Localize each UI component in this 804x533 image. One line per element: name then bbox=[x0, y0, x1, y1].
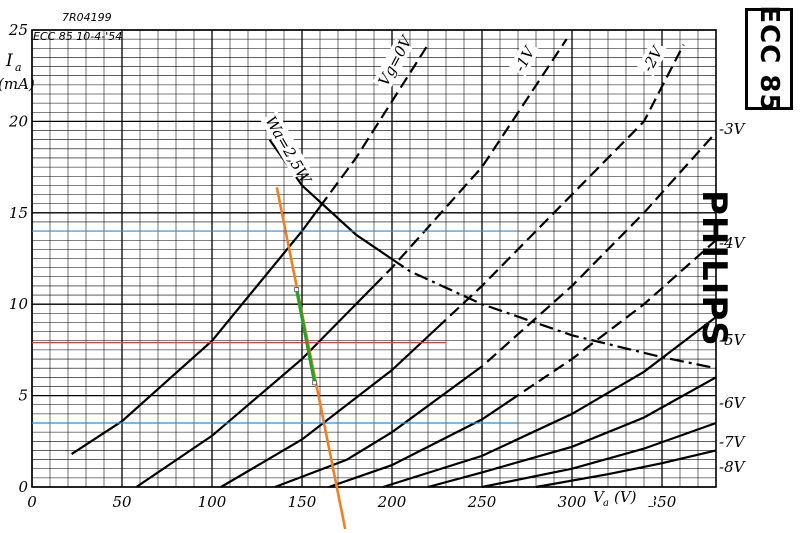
curve-4v-dashed bbox=[508, 239, 717, 403]
curve-2v-solid bbox=[220, 327, 438, 488]
curve-5v bbox=[382, 316, 717, 489]
x-tick-label: 350 bbox=[648, 493, 677, 511]
power-limit-curve bbox=[268, 139, 717, 370]
label-power-limit-bg bbox=[260, 110, 311, 179]
curve-vg-0v-solid bbox=[70, 206, 321, 456]
label-minus-1v: -1V bbox=[508, 40, 541, 77]
curve-3v-dashed bbox=[472, 131, 717, 374]
x-tick-label: 100 bbox=[198, 493, 227, 511]
x-tick-label: 250 bbox=[467, 493, 497, 511]
curve-8v bbox=[535, 449, 717, 489]
y-tick-label: 25 bbox=[8, 21, 28, 39]
curve-6v bbox=[427, 376, 717, 489]
x-tick-label: 300 bbox=[558, 493, 587, 511]
y-tick-label: 20 bbox=[8, 112, 29, 130]
y-axis-unit: (mA) bbox=[0, 75, 35, 93]
tube-type-badge: ECC 85 bbox=[745, 5, 793, 113]
y-axis-label: I bbox=[5, 51, 13, 71]
x-axis-label: V bbox=[593, 488, 606, 506]
right-label-5V: -5V bbox=[719, 331, 747, 349]
curve-7v bbox=[481, 421, 717, 489]
y-tick-label: 15 bbox=[9, 204, 28, 222]
operating-point-marker bbox=[312, 380, 318, 386]
label-vg-0v-text: Vg=0V bbox=[375, 31, 417, 88]
x-axis-label-bg bbox=[588, 488, 654, 506]
overlay-lines bbox=[32, 186, 518, 530]
operating-point-marker bbox=[294, 287, 300, 292]
overlay-operating-segment bbox=[295, 289, 317, 384]
x-tick-label: 50 bbox=[112, 493, 132, 511]
power-limit-dash-dot bbox=[391, 258, 717, 370]
y-tick-label: 5 bbox=[18, 387, 28, 405]
curve-3v-solid bbox=[274, 372, 474, 489]
plot-frame bbox=[31, 29, 717, 488]
curve-1v-dashed bbox=[373, 38, 568, 287]
x-tick-label: 200 bbox=[377, 493, 407, 511]
curve-labels: Vg=0V -1V -2V Wa=2,5W -3V -4V -5V -6V -7V -8V bbox=[260, 31, 747, 476]
y-axis-label-sub: a bbox=[15, 61, 22, 74]
y-tick-label: 0 bbox=[18, 478, 28, 496]
minor-grid bbox=[32, 30, 717, 487]
curve-2v-dashed bbox=[436, 44, 685, 329]
x-axis-unit: (V) bbox=[614, 488, 637, 506]
right-label-8V: -8V bbox=[719, 458, 747, 476]
right-label-4V: -4V bbox=[719, 234, 747, 252]
manufacturer-logo: PHILIPS bbox=[694, 190, 734, 347]
axis-tick-labels: 0 50 100 150 200 250 300 350 0 5 10 15 20 25 bbox=[8, 21, 677, 511]
tube-type-text: ECC 85 bbox=[754, 5, 784, 113]
right-label-6V: -6V bbox=[719, 394, 747, 412]
tube-date-label: ECC 85 10-4-'54 bbox=[33, 30, 122, 43]
label-power-limit-text: Wa=2,5W bbox=[262, 113, 316, 188]
label-minus-1v-bg bbox=[508, 40, 541, 77]
chart-code: 7R04199 bbox=[62, 11, 112, 24]
label-power-limit: Wa=2,5W bbox=[260, 110, 316, 188]
label-minus-2v: -2V bbox=[636, 40, 669, 77]
major-grid bbox=[31, 29, 717, 488]
grid-voltage-curves bbox=[70, 38, 717, 489]
curve-vg-0v-dashed bbox=[319, 44, 429, 208]
right-label-7V: -7V bbox=[719, 433, 747, 451]
right-label-3V: -3V bbox=[719, 120, 747, 138]
label-vg-0v-bg bbox=[372, 38, 413, 91]
label-minus-2v-bg bbox=[636, 40, 669, 77]
x-tick-label: 150 bbox=[288, 493, 317, 511]
curve-1v-solid bbox=[135, 285, 375, 488]
y-tick-label: 10 bbox=[9, 295, 29, 313]
curve-4v-solid bbox=[328, 400, 510, 489]
x-tick-label: 0 bbox=[27, 493, 37, 511]
x-axis-label-sub: a bbox=[603, 498, 609, 509]
